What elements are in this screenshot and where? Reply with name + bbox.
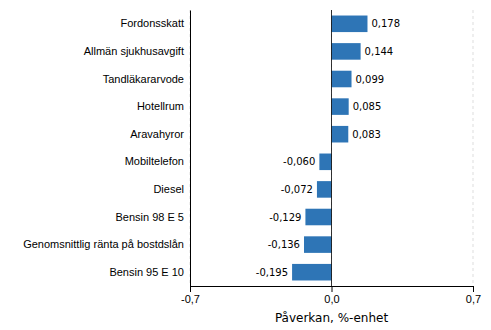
data-label: 0,083 [352, 129, 381, 140]
data-label: -0,060 [283, 156, 315, 167]
bar [317, 181, 332, 198]
y-axis: Bensin 95 E 10 Genomsnittlig ränta på bos… [23, 11, 190, 287]
bar [332, 16, 368, 33]
bar [332, 98, 349, 115]
y-tick-label: Bensin 98 E 5 [116, 211, 185, 223]
chart: -0,195 -0,136 -0,129 -0,072 -0,060 0,083 0,085… [0, 0, 491, 330]
bar [305, 209, 331, 226]
grid-line [473, 10, 474, 286]
zero-line [331, 10, 332, 286]
x-tick: 0,7 [466, 286, 481, 305]
bars [292, 16, 367, 281]
data-label: -0,136 [268, 239, 300, 250]
data-label: 0,144 [365, 46, 394, 57]
data-label: 0,178 [371, 18, 400, 29]
y-tick: Diesel [153, 183, 190, 195]
data-label: 0,099 [356, 74, 385, 85]
y-tick: Tandläkararvode [103, 73, 190, 85]
y-tick: Genomsnittlig ränta på bostdslån [23, 238, 190, 250]
y-tick: Fordonsskatt [120, 17, 190, 29]
y-tick-label: Fordonsskatt [120, 17, 184, 29]
y-tick: Aravahyror [130, 128, 190, 140]
y-tick: Mobiltelefon [125, 155, 190, 167]
bar [319, 154, 331, 171]
bar [332, 126, 349, 143]
data-label: 0,085 [353, 101, 382, 112]
x-axis-title: Påverkan, %-enhet [275, 311, 389, 325]
x-tick-label: 0,0 [324, 293, 339, 305]
plot: -0,195 -0,136 -0,129 -0,072 -0,060 0,083 0,085… [23, 10, 481, 325]
bar [292, 264, 331, 281]
y-tick-label: Hotellrum [137, 100, 184, 112]
grid-line [190, 10, 191, 286]
x-tick-label: -0,7 [181, 293, 200, 305]
x-tick: 0,0 [324, 286, 339, 305]
data-label: -0,129 [269, 212, 301, 223]
y-tick-label: Genomsnittlig ränta på bostdslån [23, 238, 184, 250]
y-tick: Allmän sjukhusavgift [84, 45, 190, 57]
x-tick-mark [473, 286, 474, 292]
data-label: -0,195 [256, 267, 288, 278]
x-axis-line [191, 287, 474, 293]
y-tick-label: Diesel [153, 183, 184, 195]
x-tick-mark [190, 286, 191, 292]
x-tick-label: 0,7 [466, 293, 481, 305]
y-tick-label: Mobiltelefon [125, 155, 184, 167]
y-tick-label: Aravahyror [130, 128, 184, 140]
grid-line [331, 10, 332, 286]
data-labels: -0,195 -0,136 -0,129 -0,072 -0,060 0,083 0,085… [256, 18, 400, 277]
bar [332, 43, 361, 60]
y-axis-line [190, 11, 191, 287]
y-tick: Bensin 98 E 5 [116, 211, 191, 223]
x-tick-mark [332, 286, 333, 292]
y-tick: Hotellrum [137, 100, 190, 112]
grid [190, 10, 473, 286]
y-tick-label: Allmän sjukhusavgift [84, 45, 184, 57]
y-tick-label: Tandläkararvode [103, 73, 184, 85]
bar [332, 71, 352, 88]
y-tick: Bensin 95 E 10 [109, 266, 190, 278]
x-tick: -0,7 [181, 286, 200, 305]
bar [304, 236, 331, 253]
x-axis: -0,7 0,0 0,7 [181, 286, 481, 305]
data-label: -0,072 [281, 184, 313, 195]
y-tick-label: Bensin 95 E 10 [109, 266, 184, 278]
